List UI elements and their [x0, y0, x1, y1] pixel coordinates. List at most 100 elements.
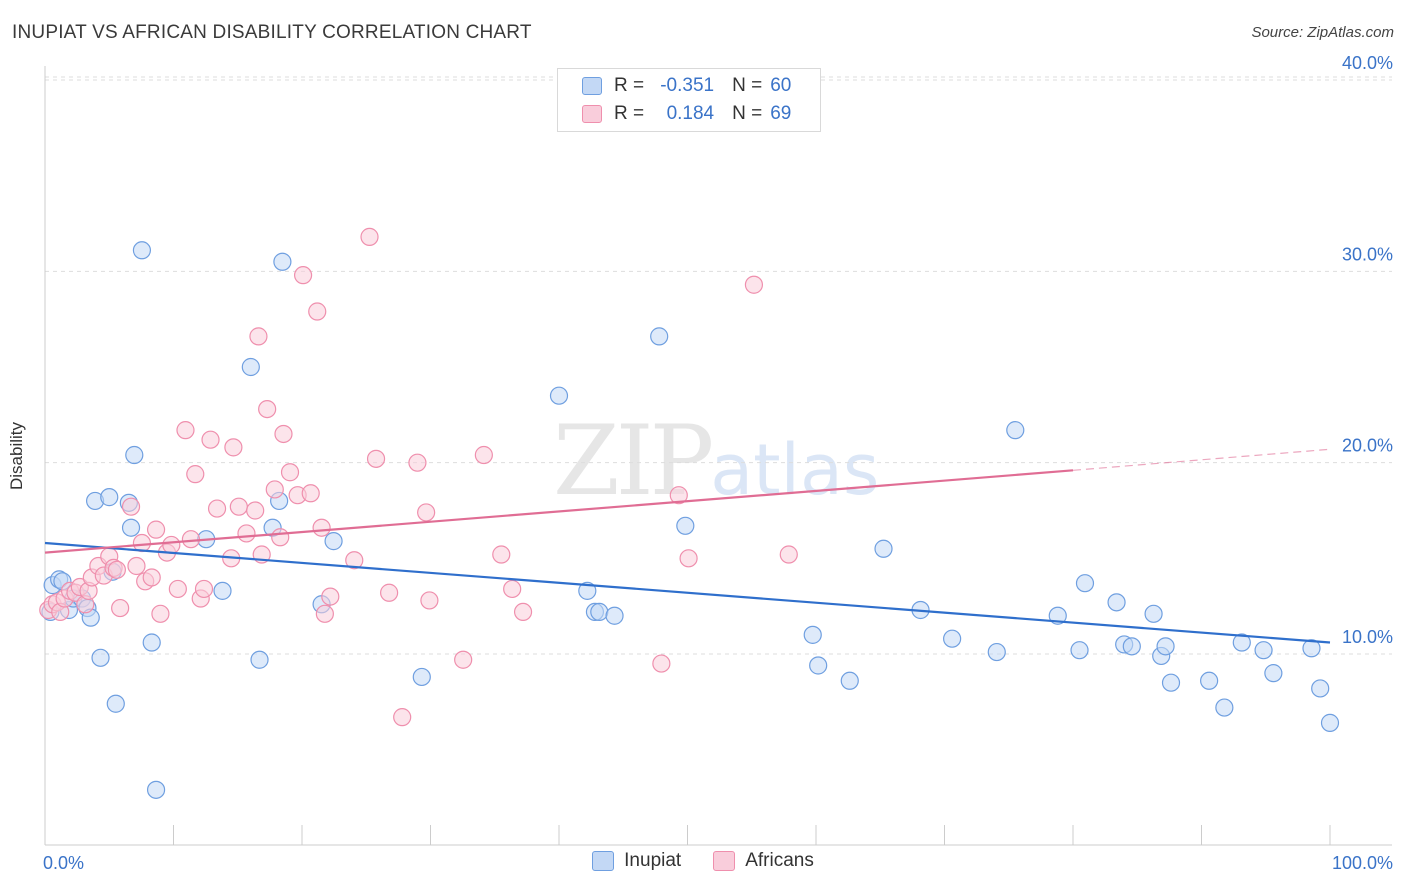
correlation-legend: R = -0.351 N = 60 R = 0.184 N = 69 [557, 68, 821, 132]
inupiat-point [1144, 604, 1163, 623]
watermark: ZIPatlas [553, 405, 879, 517]
africans-point [271, 528, 290, 547]
inupiat-point [1107, 593, 1126, 612]
africans-point [265, 480, 284, 499]
inupiat-point [1302, 639, 1321, 658]
africans-point [176, 421, 195, 440]
inupiat-point [121, 518, 141, 537]
africans-point [345, 551, 364, 570]
y-tick-label: 30.0% [1342, 244, 1393, 264]
inupiat-point [1215, 698, 1234, 717]
africans-point [151, 604, 170, 623]
inupiat-point [803, 625, 822, 644]
n-label: N = [732, 75, 763, 96]
inupiat-point [1311, 679, 1330, 698]
africans-point [779, 545, 798, 564]
africans-point [744, 275, 764, 294]
africans-point [274, 424, 293, 444]
legend-label-africans: Africans [745, 850, 814, 871]
africans-point [420, 591, 439, 610]
x-tick-label: 0.0% [43, 853, 84, 873]
chart-title: INUPIAT VS AFRICAN DISABILITY CORRELATIO… [12, 22, 532, 43]
africans-point [393, 708, 412, 727]
africans-point [301, 484, 320, 503]
inupiat-point [1200, 671, 1219, 690]
africans-point [474, 445, 493, 465]
africans-point [308, 302, 327, 321]
inupiat-point [1254, 641, 1273, 660]
inupiat-point [605, 606, 624, 625]
africans-point [168, 579, 187, 599]
inupiat-point [578, 581, 597, 600]
africans-point [142, 568, 161, 587]
inupiat-point [943, 629, 962, 648]
africans-point [194, 579, 214, 599]
inupiat-point [1070, 641, 1089, 660]
inupiat-point [874, 539, 893, 558]
legend-item-africans[interactable]: Africans [713, 850, 814, 872]
africans-point [246, 501, 265, 520]
inupiat-point [840, 671, 859, 690]
inupiat-point [1232, 633, 1251, 652]
africans-point [249, 327, 268, 346]
inupiat-point [125, 445, 144, 465]
africans-point [207, 499, 227, 518]
r-value: 0.184 [666, 103, 715, 124]
africans-swatch [713, 851, 736, 871]
legend-item-inupiat[interactable]: Inupiat [592, 850, 681, 872]
africans-point [380, 583, 399, 602]
inupiat-point [1048, 606, 1067, 625]
africans-point [669, 486, 688, 505]
y-tick-label: 40.0% [1342, 53, 1393, 73]
africans-point [186, 465, 205, 484]
africans-point [162, 535, 181, 555]
africans-swatch [582, 105, 602, 123]
africans-point [652, 654, 671, 673]
inupiat-point [132, 241, 152, 260]
inupiat-point [142, 633, 161, 652]
inupiat-point [590, 602, 609, 622]
inupiat-point [1264, 664, 1283, 683]
inupiat-trend-line [44, 541, 1331, 644]
inupiat-point [1320, 713, 1340, 732]
inupiat-point [250, 650, 269, 669]
inupiat-point [650, 327, 669, 346]
legend-row-inupiat: R = -0.351 N = 60 [582, 73, 791, 99]
africans-point [503, 579, 522, 599]
source-label: Source: ZipAtlas.com [1251, 24, 1394, 41]
africans-trend-extension [1072, 448, 1331, 471]
africans-point [315, 604, 334, 623]
inupiat-point [1006, 421, 1025, 440]
inupiat-point [213, 581, 232, 600]
inupiat-point [1122, 637, 1141, 656]
r-label: R = [614, 103, 645, 124]
africans-point [417, 503, 436, 522]
africans-point [293, 266, 313, 285]
r-label: R = [614, 75, 645, 96]
inupiat-point [1156, 637, 1175, 656]
africans-point [237, 524, 256, 543]
africans-point [312, 518, 331, 537]
inupiat-point [676, 516, 695, 535]
africans-point [201, 430, 220, 449]
africans-point [146, 520, 166, 539]
africans-point [679, 549, 698, 568]
r-value: -0.351 [660, 75, 715, 96]
inupiat-point [1075, 574, 1095, 593]
legend-label-inupiat: Inupiat [624, 850, 682, 871]
africans-point [181, 530, 201, 549]
africans-point [408, 453, 427, 472]
africans-point [127, 556, 146, 576]
africans-trend-line [44, 469, 1074, 554]
inupiat-point [324, 532, 343, 551]
inupiat-swatch [592, 851, 615, 871]
africans-point [360, 227, 379, 246]
n-value: 69 [770, 103, 792, 124]
y-tick-label: 20.0% [1342, 436, 1393, 456]
inupiat-point [146, 780, 166, 799]
africans-point [492, 545, 511, 564]
africans-point [107, 560, 126, 579]
africans-point [111, 598, 130, 618]
inupiat-point [91, 648, 110, 667]
